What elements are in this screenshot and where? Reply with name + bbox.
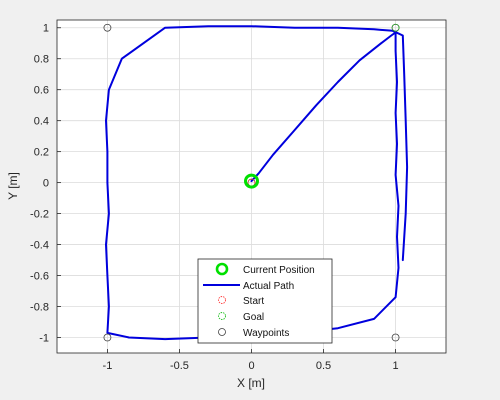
legend-label-goal: Goal [243, 312, 264, 323]
legend-swatch-goal [218, 312, 226, 320]
legend-label-waypoints: Waypoints [243, 328, 289, 339]
y-tick-label: 0.6 [34, 85, 49, 97]
y-tick-label: -0.4 [30, 240, 49, 252]
y-tick-label: -0.8 [30, 302, 49, 314]
x-axis-label: X [m] [237, 376, 265, 390]
y-tick-label: -0.6 [30, 271, 49, 283]
x-tick-label: 0.5 [316, 360, 331, 372]
current-position-marker [244, 173, 259, 189]
legend-swatch-start [218, 296, 226, 304]
y-tick-label: 0.2 [34, 147, 49, 159]
x-tick-label: 0 [248, 360, 254, 372]
x-tick-label: 1 [393, 360, 399, 372]
legend-swatch-current-position [215, 262, 229, 276]
y-tick-label: 1 [43, 23, 49, 35]
legend: Current Position Actual Path Start Goal … [197, 258, 333, 344]
tick-group: -1 -0.5 0 0.5 1 -1 -0.8 -0.6 -0.4 -0.2 0 0.2 0.4 0.6 0… [30, 23, 399, 372]
x-tick-label: -0.5 [170, 360, 189, 372]
series-group [103, 23, 409, 342]
legend-swatches [203, 262, 240, 336]
actual-path-line [105, 25, 409, 341]
legend-label-current-position: Current Position [243, 265, 315, 276]
y-axis-label: Y [m] [6, 172, 20, 200]
legend-swatch-waypoints [218, 328, 226, 336]
goal-marker [391, 23, 400, 32]
waypoint-marker [103, 23, 112, 32]
waypoint-marker [391, 333, 400, 342]
legend-label-actual-path: Actual Path [243, 281, 294, 292]
y-tick-label: -1 [39, 333, 49, 345]
y-tick-label: 0.8 [34, 54, 49, 66]
x-tick-label: -1 [103, 360, 113, 372]
y-tick-label: -0.2 [30, 209, 49, 221]
y-tick-label: 0 [43, 178, 49, 190]
y-tick-label: 0.4 [34, 116, 49, 128]
waypoint-marker [103, 333, 112, 342]
legend-label-start: Start [243, 296, 264, 307]
